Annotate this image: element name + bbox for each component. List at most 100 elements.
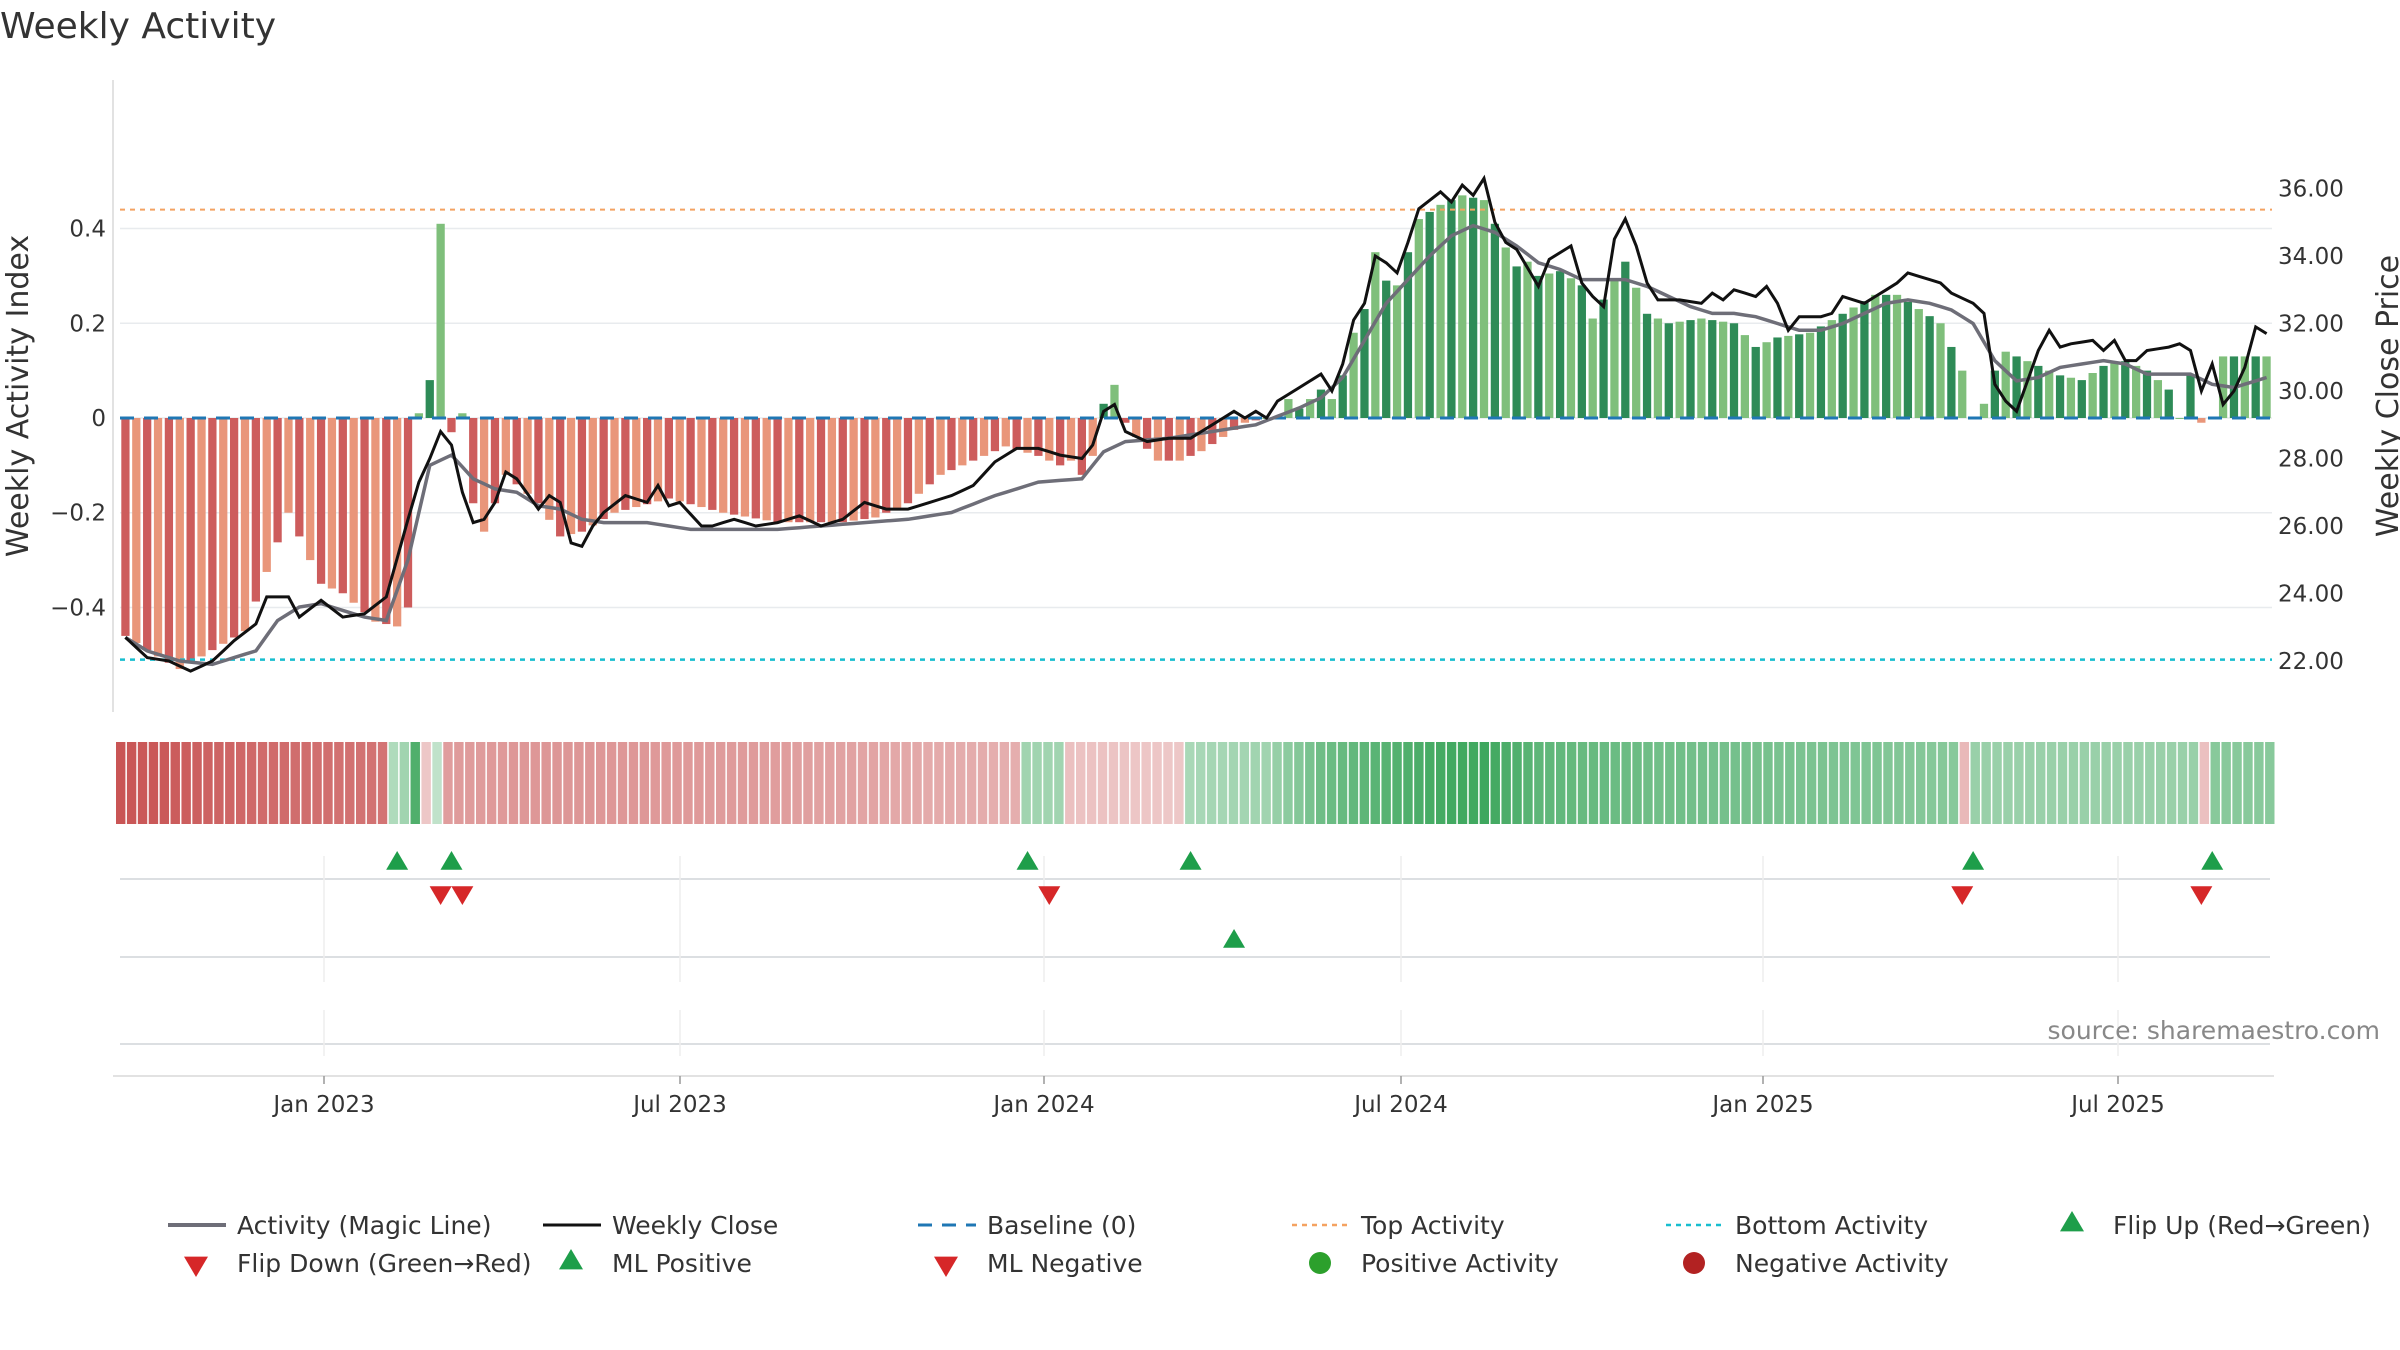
- activity-bar: [1979, 403, 1989, 418]
- strip-cell: [323, 742, 333, 824]
- activity-bar: [610, 418, 619, 513]
- strip-cell: [2112, 742, 2122, 824]
- strip-cell: [1381, 742, 1391, 824]
- strip-cell: [443, 742, 453, 824]
- strip-cell: [1643, 742, 1653, 824]
- chart-title: Weekly Activity: [0, 6, 276, 47]
- strip-cell: [563, 742, 573, 824]
- reference-lines: [120, 208, 2272, 661]
- activity-bar: [1914, 309, 1923, 418]
- strip-cell: [432, 742, 442, 824]
- activity-bar: [1838, 313, 1847, 418]
- activity-bar: [175, 418, 184, 670]
- strip-cell: [312, 742, 322, 824]
- strip-cell: [737, 742, 748, 824]
- strip-cell: [1130, 742, 1140, 824]
- legend-label: Bottom Activity: [1735, 1211, 1928, 1240]
- activity-bar: [1479, 200, 1489, 418]
- strip-cell: [1676, 742, 1686, 824]
- strip-cell: [541, 742, 551, 824]
- strip-cell: [399, 742, 410, 824]
- strip-cell: [1141, 742, 1151, 824]
- strip-cell: [246, 742, 257, 824]
- strip-cell: [694, 742, 704, 824]
- strip-cell: [868, 742, 879, 824]
- flip-up-marker: [386, 851, 409, 870]
- strip-cell: [1468, 742, 1479, 824]
- strip-cell: [661, 742, 671, 824]
- flip-down-marker: [1951, 886, 1974, 905]
- legend-swatch-triangle-up: [2060, 1211, 2084, 1232]
- strip-cell: [1861, 742, 1871, 824]
- activity-bar: [284, 418, 293, 513]
- activity-bar: [512, 418, 521, 485]
- activity-bar: [349, 418, 358, 603]
- strip-cell: [606, 742, 617, 824]
- strip-cell: [901, 742, 911, 824]
- activity-bar: [1599, 299, 1608, 418]
- activity-bar: [425, 380, 434, 418]
- strip-cell: [192, 742, 202, 824]
- strip-cell: [1305, 742, 1315, 824]
- strip-cell: [1446, 742, 1457, 824]
- activity-bar: [990, 418, 1000, 452]
- activity-bar: [469, 418, 478, 504]
- strip-cell: [1032, 742, 1042, 824]
- strip-cell: [2232, 742, 2242, 824]
- activity-bar: [1240, 418, 1250, 423]
- strip-cell: [1152, 742, 1162, 824]
- activity-bar: [1001, 418, 1010, 447]
- activity-bar: [708, 418, 717, 510]
- activity-bar: [403, 418, 413, 608]
- strip-cell: [2156, 742, 2166, 824]
- strip-cell: [1174, 742, 1184, 824]
- strip-cell: [1566, 742, 1577, 824]
- strip-cell: [2079, 742, 2090, 824]
- strip-cell: [2188, 742, 2199, 824]
- activity-bar: [1023, 418, 1032, 453]
- strip-cell: [846, 742, 857, 824]
- strip-cell: [2036, 742, 2046, 824]
- strip-cell: [617, 742, 628, 824]
- strip-cell: [1894, 742, 1904, 824]
- strip-cell: [2254, 742, 2264, 824]
- flip-down-marker: [429, 886, 452, 905]
- activity-bar: [1588, 318, 1597, 418]
- activity-bar: [1523, 261, 1532, 418]
- strip-cell: [585, 742, 595, 824]
- strip-cell: [214, 742, 224, 824]
- strip-cell: [126, 742, 137, 824]
- magic-line: [124, 223, 2268, 667]
- activity-bar: [729, 418, 739, 515]
- strip-cell: [1610, 742, 1620, 824]
- strip-cell: [1806, 742, 1817, 824]
- activity-bar: [936, 418, 945, 475]
- strip-cell: [1021, 742, 1031, 824]
- activity-bar: [229, 418, 239, 638]
- activity-bar: [1088, 418, 1097, 456]
- strip-cell: [301, 742, 311, 824]
- strip-cell: [203, 742, 213, 824]
- activity-bar: [1512, 266, 1521, 418]
- strip-cell: [181, 742, 191, 824]
- activity-bar: [1045, 418, 1054, 461]
- activity-bar: [958, 418, 967, 466]
- activity-bars: [121, 195, 2271, 670]
- strip-cell: [814, 742, 824, 824]
- strip-cell: [1326, 742, 1337, 824]
- activity-bar: [1795, 334, 1804, 418]
- legend-label: Top Activity: [1360, 1211, 1505, 1240]
- strip-cell: [2057, 742, 2068, 824]
- strip-cell: [1054, 742, 1064, 824]
- activity-bar: [762, 418, 771, 521]
- strip-cell: [356, 742, 366, 824]
- activity-bar: [1990, 370, 1999, 418]
- activity-bar: [925, 418, 934, 485]
- strip-cell: [1076, 742, 1086, 824]
- y-axis-label-right: Weekly Close Price: [2371, 255, 2400, 537]
- activity-bar: [2034, 365, 2043, 418]
- strip-cell: [988, 742, 999, 824]
- activity-bar: [1229, 418, 1239, 430]
- activity-bar: [969, 418, 978, 461]
- y-axis-label-left: Weekly Activity Index: [1, 235, 36, 557]
